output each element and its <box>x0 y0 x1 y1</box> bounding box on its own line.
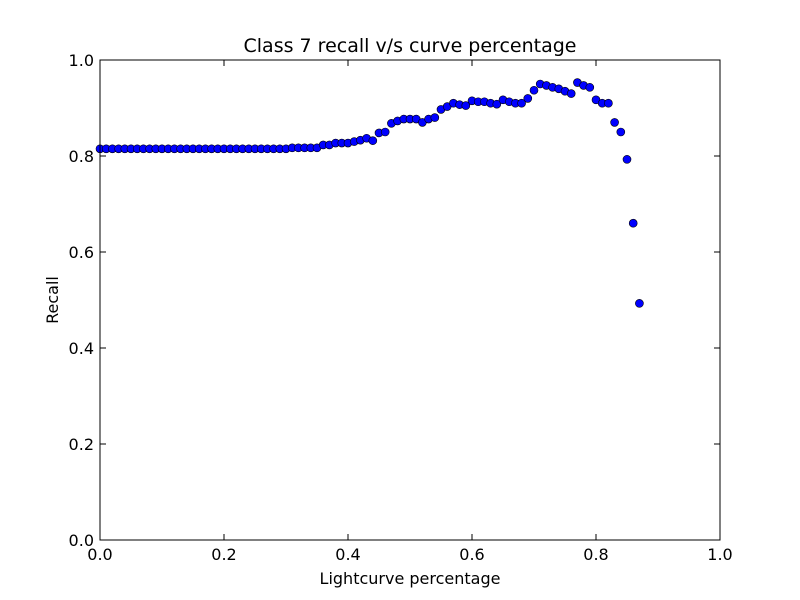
data-points <box>95 78 644 308</box>
plot-frame <box>99 59 721 541</box>
data-point <box>430 113 440 122</box>
data-point <box>635 299 644 308</box>
data-point <box>585 83 595 92</box>
x-axis-label: Lightcurve percentage <box>320 569 501 588</box>
data-point <box>610 118 619 127</box>
data-point <box>380 127 390 137</box>
data-point <box>523 94 533 103</box>
data-point <box>628 218 638 228</box>
data-point <box>517 98 526 108</box>
x-tick-label: 0.2 <box>211 545 236 564</box>
data-point <box>529 85 539 95</box>
y-tick-label: 0.0 <box>69 531 94 550</box>
plot-area-background <box>100 60 720 540</box>
chart-title: Class 7 recall v/s curve percentage <box>244 35 577 57</box>
data-point <box>604 98 613 108</box>
x-tick-label: 1.0 <box>707 545 732 564</box>
y-tick-label: 0.4 <box>69 339 94 358</box>
y-tick-label: 0.2 <box>69 435 94 454</box>
data-point <box>368 136 378 145</box>
y-tick-label: 1.0 <box>69 51 94 70</box>
x-tick-label: 0.0 <box>87 545 112 564</box>
data-point <box>616 127 626 137</box>
data-point <box>461 101 471 110</box>
y-tick-label: 0.8 <box>69 147 94 166</box>
data-point <box>622 155 632 164</box>
y-tick-label: 0.6 <box>69 243 94 262</box>
data-point <box>492 99 502 109</box>
data-point <box>566 89 576 98</box>
y-axis-label: Recall <box>43 276 62 324</box>
x-tick-label: 0.8 <box>583 545 608 564</box>
x-tick-label: 0.4 <box>335 545 360 564</box>
x-tick-label: 0.6 <box>459 545 484 564</box>
